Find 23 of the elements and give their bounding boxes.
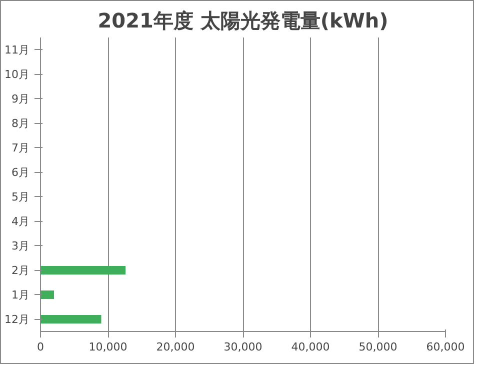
bar [40,290,54,300]
y-tick-label: 2月 [12,264,30,277]
y-tick-label: 4月 [12,214,30,228]
y-tick-label: 12月 [4,312,30,326]
y-tick-label: 6月 [12,166,30,179]
y-tick-label: 9月 [12,92,30,106]
x-tick-label: 20,000 [156,340,195,354]
y-tick-label: 5月 [12,190,30,204]
x-tick-label: 60,000 [426,340,465,354]
x-tick-label: 0 [37,340,44,354]
x-tick-label: 30,000 [224,340,262,354]
y-tick-label: 10月 [4,68,30,81]
y-tick-label: 8月 [12,116,30,130]
y-tick-label: 11月 [4,43,30,56]
y-tick-label: 1月 [12,288,30,302]
chart-title: 2021年度 太陽光発電量(kWh) [98,8,388,32]
x-tick-label: 10,000 [88,340,128,354]
bar [40,314,102,324]
y-tick-label: 7月 [12,141,30,154]
y-tick-label: 3月 [12,239,30,252]
x-tick-label: 40,000 [291,340,330,354]
x-tick-label: 50,000 [358,340,398,354]
bar [40,266,126,275]
